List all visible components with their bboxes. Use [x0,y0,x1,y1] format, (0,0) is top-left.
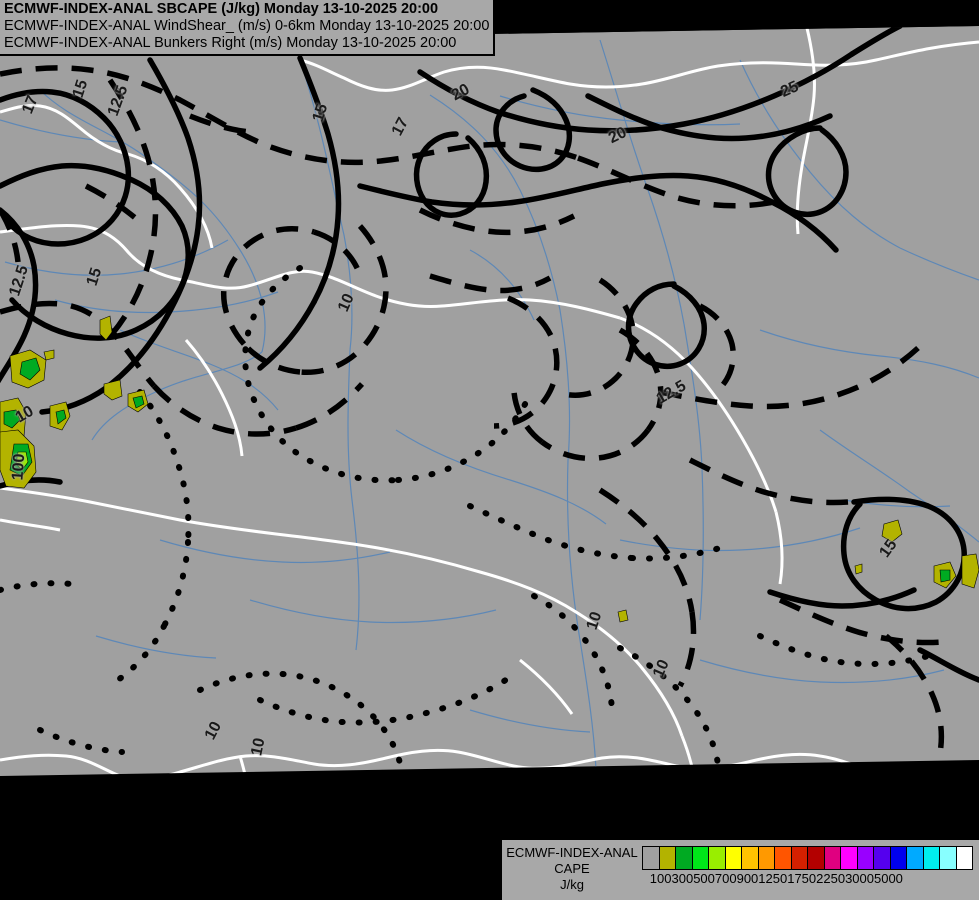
title-line-bunkers-right: ECMWF-INDEX-ANAL Bunkers Right (m/s) Mon… [4,35,457,51]
legend-swatch-5 [725,847,742,869]
legend-tick-11 [903,871,911,886]
country-borders-layer [0,26,979,776]
legend-swatch-1 [659,847,676,869]
legend-tick-0 [642,871,650,886]
legend-swatch-16 [907,847,924,869]
legend-caption-units: J/kg [560,877,584,892]
legend-tick-18 [957,871,965,886]
legend-tick-5: 900 [736,871,759,886]
legend-tick-6: 1250 [758,871,788,886]
analysis-domain-fill [0,26,979,776]
legend-tick-10: 5000 [873,871,903,886]
legend-caption: ECMWF-INDEX-ANAL CAPE J/kg [502,840,642,893]
legend-swatch-15 [890,847,907,869]
legend-tick-7: 1750 [787,871,817,886]
bunkers-dashed-contours-layer [0,65,945,763]
legend-tick-17 [950,871,958,886]
legend-tick-9: 3000 [845,871,874,886]
legend-tick-12 [911,871,919,886]
legend-swatch-4 [709,847,726,869]
legend-tick-14 [926,871,934,886]
cape-patches-layer [0,315,979,623]
legend-tick-13 [918,871,926,886]
legend-swatch-11 [824,847,841,869]
title-line-windshear: ECMWF-INDEX-ANAL WindShear_ (m/s) 0-6km … [4,18,490,34]
legend-swatch-3 [692,847,709,869]
bunkers-dotted-contours-layer [0,265,931,775]
legend-swatch-13 [857,847,874,869]
legend-tick-4: 700 [714,871,737,886]
legend-swatch-10 [808,847,825,869]
title-line-sbcape: ECMWF-INDEX-ANAL SBCAPE (J/kg) Monday 13… [4,1,439,17]
legend-swatch-19 [956,847,972,869]
legend-tick-3: 500 [693,871,715,886]
legend-swatch-0 [643,847,660,869]
legend-tick-19 [965,871,973,886]
legend-swatch-17 [923,847,940,869]
legend-tick-15 [934,871,942,886]
legend-swatch-2 [676,847,693,869]
cape-legend: ECMWF-INDEX-ANAL CAPE J/kg 100 300 500 700 9… [500,838,979,900]
legend-swatch-18 [940,847,957,869]
legend-swatch-9 [791,847,808,869]
legend-swatch-6 [742,847,759,869]
legend-swatch-12 [841,847,858,869]
legend-tick-1: 100 [649,871,672,886]
title-block: ECMWF-INDEX-ANAL SBCAPE (J/kg) Monday 13… [0,0,495,56]
legend-scale: 100 300 500 700 900 1250 1750 2250 3000 5000 [642,840,979,886]
legend-tick-8: 2250 [816,871,846,886]
legend-caption-field: CAPE [554,861,590,876]
legend-swatch-8 [775,847,792,869]
legend-caption-model: ECMWF-INDEX-ANAL [506,845,638,860]
windshear-contours-layer [0,26,979,683]
legend-tick-2: 300 [671,871,694,886]
legend-tick-row: 100 300 500 700 900 1250 1750 2250 3000 5000 [642,871,973,886]
legend-swatch-14 [874,847,891,869]
legend-colorbar [642,846,973,870]
legend-swatch-7 [758,847,775,869]
legend-tick-16 [942,871,950,886]
